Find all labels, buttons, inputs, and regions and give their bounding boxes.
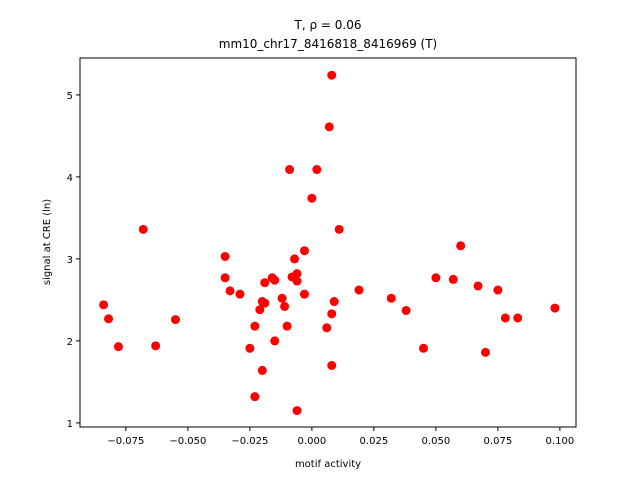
data-point-2 [104,314,114,324]
data-point-43 [386,293,396,303]
data-point-20 [270,275,280,285]
data-point-40 [329,297,339,307]
y-tick-label: 2 [67,337,73,348]
data-point-5 [151,341,161,351]
data-points [99,70,560,416]
data-point-39 [327,361,337,370]
x-tick-label: 0.100 [546,436,575,447]
data-point-27 [290,254,300,264]
data-point-46 [431,273,441,283]
data-point-3 [113,342,123,352]
data-point-4 [138,224,148,234]
plot-area-frame [79,57,577,428]
data-point-30 [292,406,302,416]
data-point-12 [250,321,260,331]
data-point-8 [220,273,230,283]
y-axis-ticks: 1 2 3 4 5 [67,91,80,430]
y-tick-label: 5 [67,91,73,102]
data-point-24 [282,321,292,331]
data-point-34 [312,165,322,175]
y-tick-label: 4 [67,173,73,184]
data-point-25 [285,165,295,175]
data-point-54 [550,303,560,313]
data-point-15 [257,365,267,375]
data-point-22 [277,293,287,303]
chart-title-line-2: mm10_chr17_8416818_8416969 (T) [219,37,437,51]
x-tick-label: −0.075 [107,436,144,447]
data-point-35 [322,323,332,333]
data-point-31 [299,246,309,256]
y-axis-label: signal at CRE (ln) [42,199,53,285]
x-tick-label: −0.050 [169,436,206,447]
data-point-1 [99,300,109,310]
data-point-32 [299,289,309,299]
data-point-11 [245,343,255,353]
data-point-33 [307,193,317,203]
data-point-42 [354,285,364,295]
data-point-9 [225,286,235,296]
data-point-38 [327,309,337,319]
x-tick-label: 0.000 [298,436,327,447]
data-point-41 [334,224,344,234]
data-point-52 [500,313,510,323]
x-tick-label: 0.050 [422,436,451,447]
data-point-49 [473,281,483,291]
data-point-53 [513,313,523,323]
data-point-6 [170,315,180,325]
x-tick-label: 0.025 [360,436,389,447]
data-point-45 [418,343,428,353]
data-point-21 [270,336,280,346]
x-axis-ticks: −0.075 −0.050 −0.025 0.000 0.025 0.050 0.075 0.… [107,427,574,447]
data-point-18 [260,298,270,308]
data-point-17 [260,278,270,288]
data-point-36 [324,122,334,132]
data-point-23 [280,301,290,311]
chart-title-line-1: T, ρ = 0.06 [294,18,362,32]
data-point-47 [448,274,458,284]
data-point-37 [327,70,337,80]
x-axis-label: motif activity [295,459,361,470]
data-point-44 [401,306,411,316]
y-tick-label: 3 [67,255,73,266]
data-point-28 [292,269,302,279]
data-point-7 [220,251,230,261]
data-point-13 [250,392,260,402]
data-point-51 [493,285,503,295]
data-point-29 [292,276,302,286]
data-point-48 [456,241,466,251]
data-point-50 [480,347,490,357]
x-tick-label: 0.075 [484,436,513,447]
y-tick-label: 1 [67,419,73,430]
data-point-10 [235,289,245,299]
data-point-14 [255,305,265,315]
x-tick-label: −0.025 [231,436,268,447]
